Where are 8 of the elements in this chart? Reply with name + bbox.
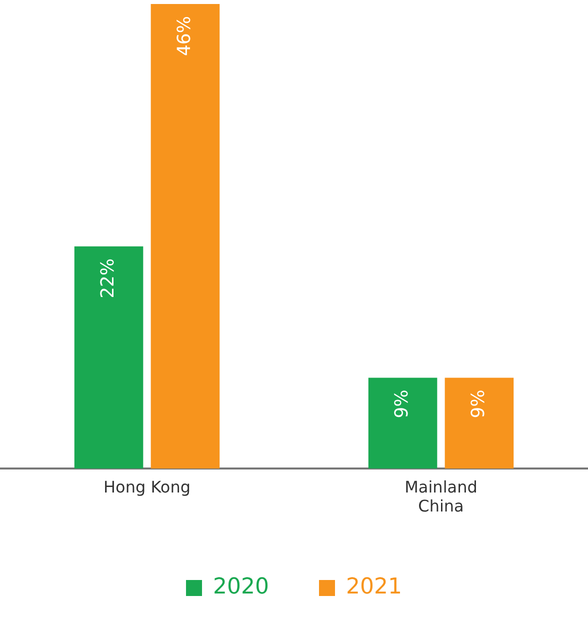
data-label: 46% [174,16,195,56]
data-label: 22% [97,258,118,298]
data-label: 9% [468,390,489,418]
data-label: 9% [391,390,412,418]
legend-label: 2020 [213,574,270,600]
legend-label: 2021 [346,574,402,600]
x-tick-label: Mainland China [404,477,478,516]
x-tick-label: Hong Kong [104,477,190,496]
